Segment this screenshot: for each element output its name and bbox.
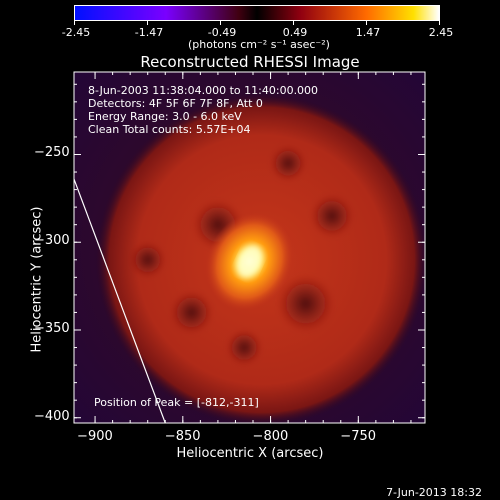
timestamp: 7-Jun-2013 18:32 (386, 486, 482, 499)
y-axis-label: Heliocentric Y (arcsec) (29, 206, 45, 353)
chart-title: Reconstructed RHESSI Image (140, 53, 360, 71)
dark-patch (270, 145, 306, 181)
dark-patch (310, 194, 354, 237)
colorbar-tick-label: -0.49 (207, 26, 237, 39)
x-tick-label: −900 (77, 429, 113, 444)
y-tick-label: −400 (34, 408, 70, 424)
annotation-detectors: Detectors: 4F 5F 6F 7F 8F, Att 0 (88, 97, 263, 110)
colorbar-tick-mark (74, 21, 75, 25)
colorbar-tick-mark (439, 21, 440, 25)
colorbar-tick-mark (220, 21, 221, 25)
y-tick-label: −300 (34, 233, 70, 249)
colorbar-tick-label: 1.47 (355, 26, 381, 39)
dark-patch (226, 329, 262, 366)
x-tick-label: −850 (164, 429, 201, 444)
colorbar-tick-mark (293, 21, 294, 25)
dark-patch (277, 275, 334, 332)
colorbar-tick-mark (147, 21, 148, 25)
x-tick-label: −750 (340, 429, 377, 444)
dark-patch (170, 291, 213, 334)
y-tick-label: −350 (34, 320, 70, 336)
annotation-clean: Clean Total counts: 5.57E+04 (88, 123, 251, 136)
annotation-energy: Energy Range: 3.0 - 6.0 keV (88, 110, 242, 123)
colorbar-tick-label: 0.49 (282, 26, 308, 39)
annotation-peak-position: Position of Peak = [-812,-311] (94, 396, 259, 409)
colorbar-tick-label: 2.45 (428, 26, 454, 39)
colorbar-tick-mark (366, 21, 367, 25)
colorbar-tick-label: -1.47 (134, 26, 164, 39)
plot-area: 8-Jun-2003 11:38:04.000 to 11:40:00.000 … (74, 72, 425, 423)
colorbar (74, 5, 440, 21)
x-tick-label: −800 (252, 429, 289, 444)
annotation-time-range: 8-Jun-2003 11:38:04.000 to 11:40:00.000 (88, 84, 319, 97)
dark-patch (130, 242, 166, 278)
colorbar-tick-label: -2.45 (61, 26, 91, 39)
colorbar-units: (photons cm⁻² s⁻¹ asec⁻²) (188, 38, 330, 51)
x-axis-label: Heliocentric X (arcsec) (176, 446, 324, 461)
y-tick-label: −250 (34, 145, 70, 161)
